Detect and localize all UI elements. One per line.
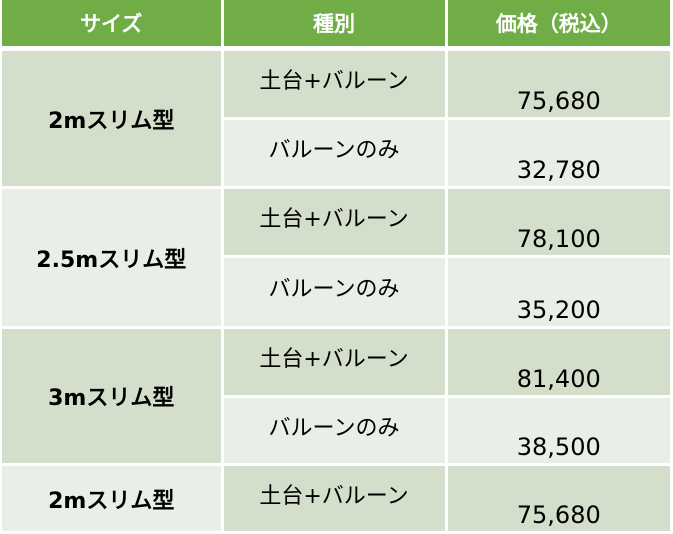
table-row: バルーンのみ 35,200	[2, 256, 670, 329]
header-row: サイズ 種別 価格（税込）	[2, 0, 670, 51]
type-cell: 土台+バルーン	[222, 327, 448, 398]
type-cell: 土台+バルーン	[222, 464, 448, 534]
table-row: 2mスリム型 土台+バルーン 75,680	[2, 48, 670, 189]
size-cell: 2mスリム型	[2, 48, 224, 189]
size-cell: 2.5mスリム型	[2, 187, 224, 329]
table-row: バルーンのみ 38,500	[2, 396, 670, 466]
header-size: サイズ	[2, 0, 224, 51]
price-cell: 81,400	[446, 327, 670, 398]
type-cell: 土台+バルーン	[222, 187, 448, 258]
header-price: 価格（税込）	[446, 0, 670, 51]
type-cell: バルーンのみ	[222, 118, 448, 189]
price-cell: 32,780	[446, 118, 670, 189]
type-cell: バルーンのみ	[222, 256, 448, 329]
type-cell: バルーンのみ	[222, 396, 448, 466]
table-row: 2.5mスリム型 土台+バルーン 78,100	[2, 187, 670, 329]
header-type: 種別	[222, 0, 448, 51]
price-cell: 75,680	[446, 464, 670, 534]
price-cell: 75,680	[446, 48, 670, 120]
table-row: バルーンのみ 32,780	[2, 118, 670, 189]
price-cell: 35,200	[446, 256, 670, 329]
price-cell: 38,500	[446, 396, 670, 466]
price-cell: 78,100	[446, 187, 670, 258]
table-row: 3mスリム型 土台+バルーン 81,400	[2, 327, 670, 466]
size-cell: 3mスリム型	[2, 327, 224, 466]
type-cell: 土台+バルーン	[222, 48, 448, 120]
size-cell: 2mスリム型	[2, 464, 224, 534]
table-row: 2mスリム型 土台+バルーン 75,680	[2, 464, 670, 534]
